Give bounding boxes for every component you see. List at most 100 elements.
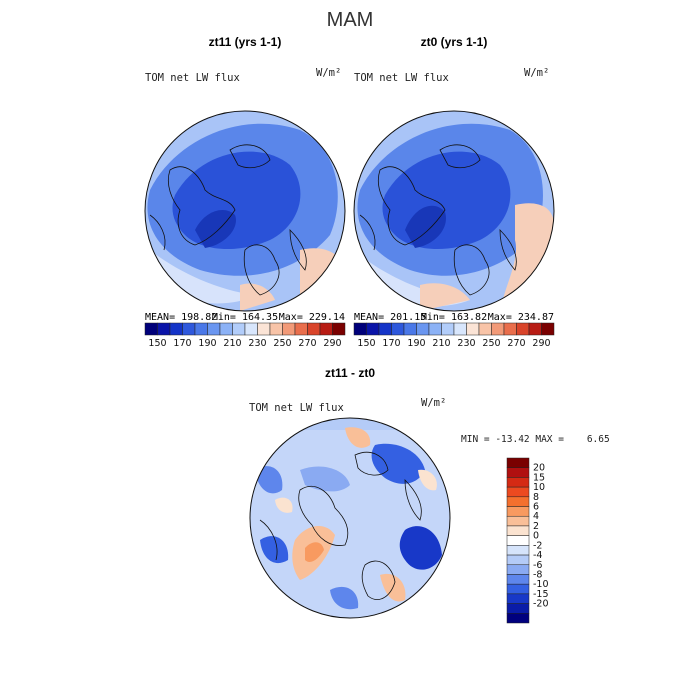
stat-min: Min= 164.35 (212, 312, 278, 323)
colorbar-tick-label: 230 (248, 338, 266, 349)
colorbar-tick-label: 190 (198, 338, 216, 349)
colorbar-tick-label: 170 (173, 338, 191, 349)
colorbar-swatch (353, 322, 367, 336)
colorbar-swatch (466, 322, 480, 336)
anomaly-positive (345, 427, 371, 448)
stat-max: Max= 229.14 (279, 312, 345, 323)
coastline (453, 244, 490, 296)
colorbar-swatch (506, 574, 530, 585)
colorbar-tick-label: -2 (533, 540, 542, 551)
colorbar-zt0: 150 170 190 210 230 250 270 290 (353, 322, 555, 349)
coastline (377, 166, 446, 246)
colorbar-swatch (244, 322, 258, 336)
colorbar-tick-label: 250 (273, 338, 291, 349)
colorbar-swatch (506, 457, 530, 468)
units-label: W/m² (316, 67, 341, 79)
colorbar-swatch (232, 322, 246, 336)
colorbar-tick-label: 170 (382, 338, 400, 349)
colorbar-swatch (506, 525, 530, 536)
colorbar-swatch (506, 603, 530, 614)
colorbar-tick-label: -15 (533, 589, 549, 600)
panel-title: zt0 (yrs 1-1) (421, 35, 488, 49)
colorbar-tick-label: 230 (457, 338, 475, 349)
colorbar-swatch (282, 322, 296, 336)
coastline (359, 214, 376, 251)
anomaly-negative (330, 586, 359, 610)
coastline (361, 560, 396, 600)
colorbar-tick-label: 210 (223, 338, 241, 349)
colorbar-swatch (506, 583, 530, 595)
map-field-warm (240, 283, 275, 311)
colorbar-swatch (441, 322, 455, 336)
colorbar-swatch (207, 322, 221, 336)
colorbar-swatch (294, 322, 308, 336)
colorbar-swatch (307, 322, 321, 336)
colorbar-swatch (257, 322, 271, 336)
colorbar-swatch (516, 322, 530, 336)
polar-map-difference (250, 418, 450, 618)
coastline (354, 451, 389, 476)
colorbar-swatch (506, 554, 530, 566)
colorbar-swatch (428, 322, 442, 336)
colorbar-zt11: 150 170 190 210 230 250 270 290 (144, 322, 346, 349)
coastline (149, 214, 166, 251)
colorbar-tick-label: -4 (533, 550, 542, 561)
panel-difference: zt11 - zt0 TOM net LW flux W/m² MIN = -1… (249, 366, 610, 624)
colorbar-swatch (194, 322, 208, 336)
coastline (289, 229, 307, 271)
anomaly-negative (260, 536, 289, 564)
colorbar-tick-label: 8 (533, 492, 539, 503)
coastline (404, 479, 422, 521)
colorbar-swatch (506, 593, 530, 604)
map-field-core (405, 205, 446, 248)
colorbar-tick-label: 4 (533, 511, 539, 522)
stat-mean: MEAN= 201.15 (354, 312, 426, 323)
colorbar-swatch (157, 322, 171, 336)
polar-map-zt11 (145, 111, 345, 311)
panel-zt0: zt0 (yrs 1-1) TOM net LW flux W/m² MEAN=… (353, 35, 555, 349)
map-boundary (144, 110, 346, 312)
colorbar-tick-label: 150 (148, 338, 166, 349)
colorbar-tick-label: 6 (533, 502, 539, 513)
colorbar-swatch (269, 322, 283, 336)
colorbar-tick-label: -20 (533, 599, 549, 610)
coastline (259, 519, 278, 561)
colorbar-swatch (506, 564, 530, 575)
anomaly-negative (300, 466, 350, 492)
panel-title: zt11 (yrs 1-1) (209, 35, 282, 49)
colorbar-tick-label: 290 (532, 338, 550, 349)
colorbar-swatch (506, 477, 530, 488)
map-field-warm (420, 283, 470, 311)
colorbar-swatch (453, 322, 467, 336)
colorbar-swatch (506, 515, 530, 527)
anomaly-positive (275, 497, 293, 513)
anomaly-negative (371, 443, 425, 484)
colorbar-swatch (391, 322, 405, 336)
colorbar-tick-label: 150 (357, 338, 375, 349)
map-field-base (250, 418, 450, 618)
panel-subtitle: TOM net LW flux (145, 72, 240, 84)
map-field-core (195, 210, 236, 248)
colorbar-tick-label: 290 (323, 338, 341, 349)
colorbar-swatch (378, 322, 392, 336)
colorbar-swatch (506, 467, 530, 478)
stat-mean: MEAN= 198.82 (145, 312, 217, 323)
coastline (298, 485, 349, 546)
colorbar-tick-label: 15 (533, 472, 545, 483)
map-boundary (353, 110, 555, 312)
colorbar-swatch (506, 486, 530, 498)
colorbar-tick-label: 190 (407, 338, 425, 349)
panel-subtitle: TOM net LW flux (249, 402, 344, 414)
colorbar-tick-label: -10 (533, 579, 549, 590)
coastline (499, 229, 517, 271)
colorbar-swatch (219, 322, 233, 336)
panel-subtitle: TOM net LW flux (354, 72, 449, 84)
colorbar-swatch (478, 322, 492, 336)
colorbar-swatch (169, 322, 183, 336)
colorbar-swatch (491, 322, 505, 336)
anomaly-negative (255, 466, 283, 494)
coastline (167, 166, 236, 246)
colorbar-swatch (503, 322, 517, 336)
